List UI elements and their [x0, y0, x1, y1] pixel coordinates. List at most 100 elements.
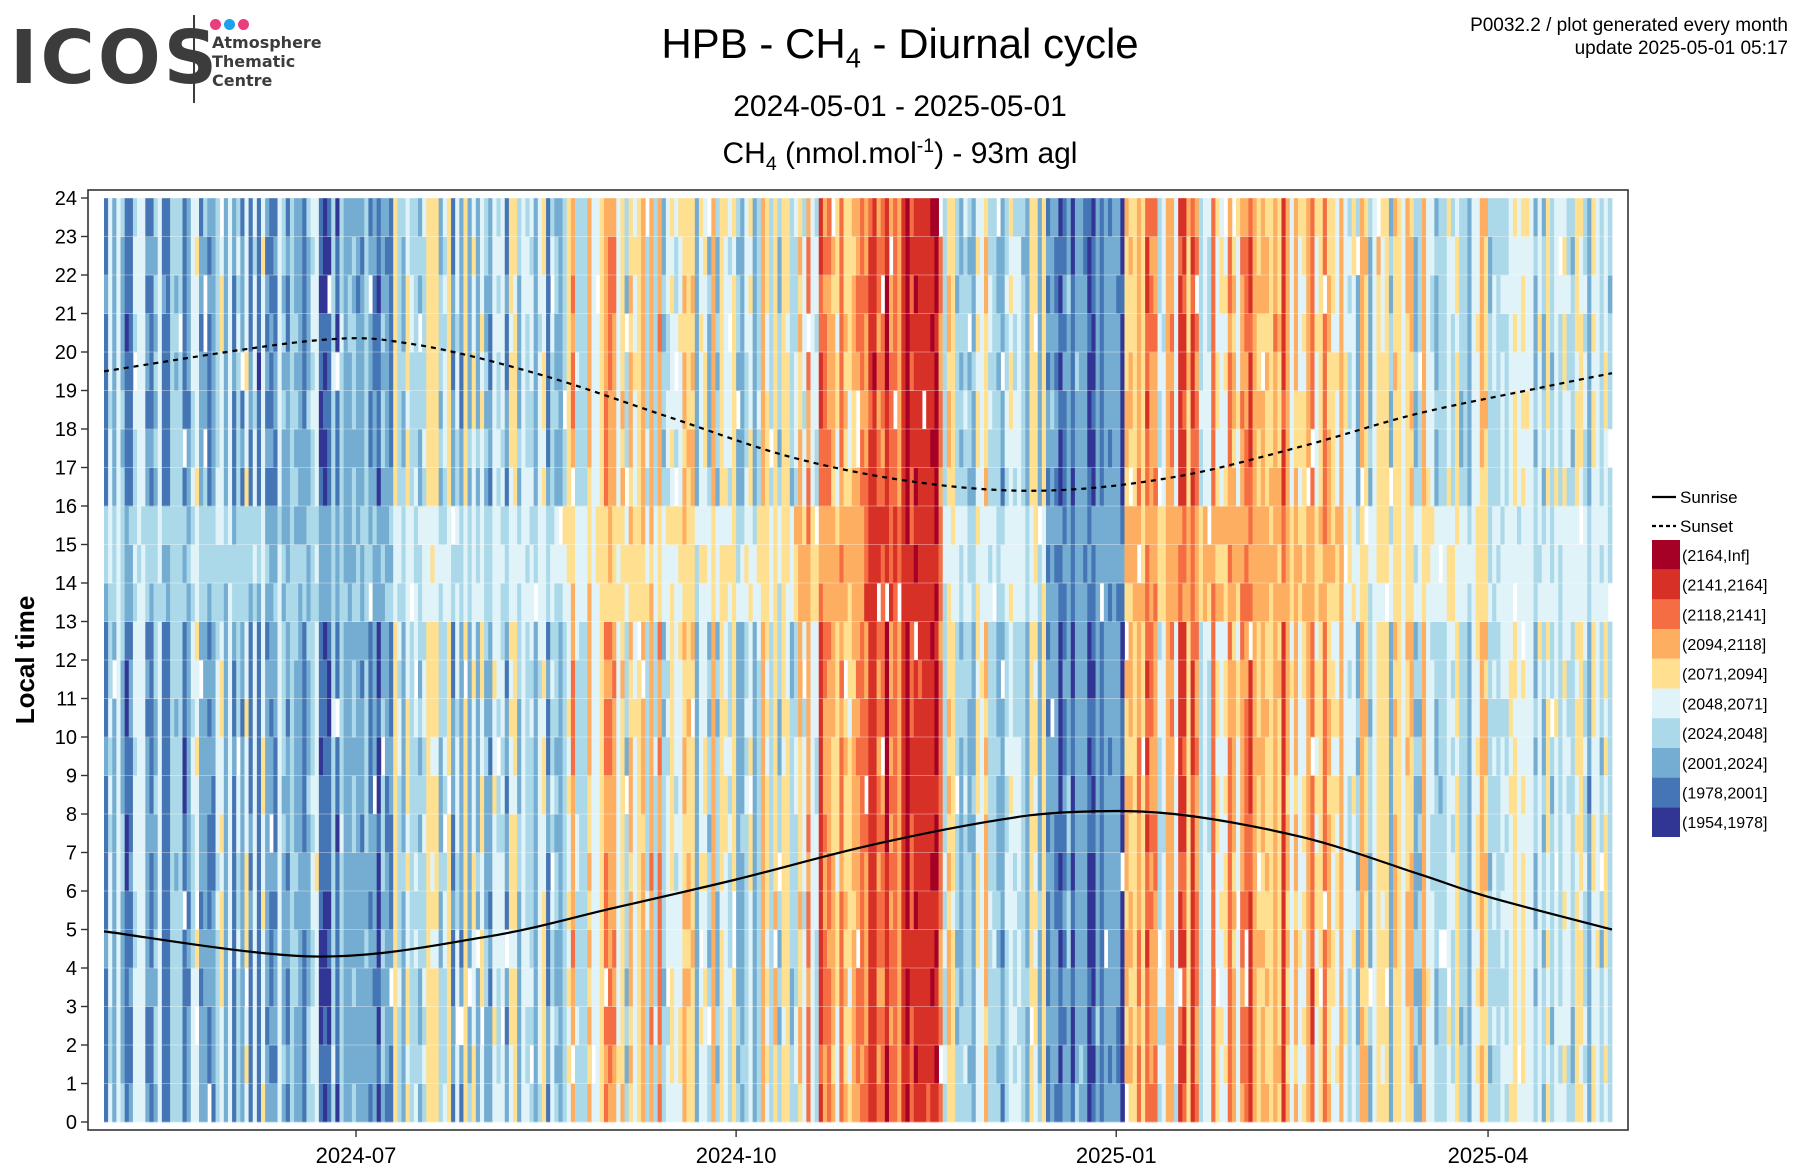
heatmap-cell: [835, 429, 840, 468]
heatmap-cell: [765, 313, 770, 353]
heatmap-cell: [682, 775, 687, 815]
heatmap-cell: [649, 467, 654, 507]
heatmap-cell: [211, 621, 216, 661]
heatmap-cell: [537, 352, 543, 391]
heatmap-cell: [112, 698, 117, 738]
heatmap-cell: [455, 660, 460, 699]
heatmap-cell: [504, 1006, 510, 1046]
heatmap-cell: [285, 775, 291, 815]
heatmap-cell: [244, 1045, 249, 1084]
heatmap-cell: [938, 775, 944, 815]
heatmap-cell: [744, 852, 749, 892]
heatmap-cell: [806, 929, 811, 969]
heatmap-cell: [781, 275, 787, 314]
heatmap-cell: [298, 313, 303, 353]
heatmap-cell: [612, 775, 617, 815]
heatmap-cell: [682, 929, 687, 969]
heatmap-cell: [922, 1083, 927, 1123]
heatmap-cell: [967, 429, 973, 468]
heatmap-cell: [161, 198, 167, 237]
heatmap-cell: [517, 583, 522, 622]
heatmap-cell: [223, 275, 229, 314]
heatmap-cell: [798, 852, 803, 892]
heatmap-cell: [765, 236, 770, 276]
heatmap-cell: [748, 852, 754, 892]
heatmap-cell: [471, 544, 477, 584]
heatmap-cell: [649, 544, 654, 584]
heatmap-cell: [657, 583, 663, 622]
heatmap-cell: [161, 621, 167, 661]
heatmap-cell: [331, 852, 336, 892]
heatmap-cell: [236, 814, 241, 853]
heatmap-cell: [335, 814, 340, 853]
heatmap-cell: [562, 1083, 568, 1123]
heatmap-cell: [190, 737, 196, 776]
heatmap-cell: [839, 621, 844, 661]
heatmap-cell: [905, 1083, 911, 1123]
heatmap-cell: [661, 660, 667, 699]
heatmap-cell: [818, 968, 824, 1007]
heatmap-cell: [513, 544, 518, 584]
heatmap-cell: [508, 506, 514, 545]
heatmap-cell: [822, 236, 828, 276]
heatmap-cell: [930, 660, 935, 699]
heatmap-cell: [950, 390, 956, 430]
heatmap-cell: [463, 352, 468, 391]
heatmap-cell: [740, 506, 745, 545]
heatmap-cell: [471, 1006, 477, 1046]
heatmap-cell: [132, 236, 138, 276]
heatmap-cell: [446, 968, 452, 1007]
heatmap-cell: [765, 775, 770, 815]
heatmap-cell: [851, 968, 857, 1007]
logo-text: Atmosphere Thematic Centre: [212, 33, 322, 90]
title-suffix: - Diurnal cycle: [860, 20, 1139, 67]
heatmap-cell: [657, 275, 663, 314]
heatmap-cell: [884, 814, 890, 853]
heatmap-cell: [769, 891, 774, 930]
heatmap-cell: [504, 236, 510, 276]
heatmap-cell: [232, 737, 237, 776]
heatmap-cell: [541, 929, 547, 969]
heatmap-cell: [104, 467, 109, 507]
heatmap-cell: [104, 929, 109, 969]
heatmap-cell: [620, 1045, 625, 1084]
heatmap-cell: [843, 313, 849, 353]
heatmap-cell: [178, 544, 183, 584]
heatmap-cell: [339, 698, 345, 738]
heatmap-cell: [248, 1006, 254, 1046]
heatmap-cell: [884, 891, 890, 930]
heatmap-cell: [203, 198, 208, 237]
heatmap-cell: [364, 698, 369, 738]
heatmap-cell: [128, 737, 134, 776]
heatmap-cell: [372, 621, 378, 661]
heatmap-cell: [306, 737, 311, 776]
heatmap-cell: [322, 544, 328, 584]
heatmap-cell: [484, 968, 489, 1007]
heatmap-cell: [942, 1045, 948, 1084]
heatmap-cell: [446, 390, 452, 430]
heatmap-cell: [364, 1083, 369, 1123]
heatmap-cell: [256, 583, 262, 622]
heatmap-cell: [186, 275, 192, 314]
heatmap-cell: [756, 852, 762, 892]
heatmap-cell: [645, 352, 650, 391]
heatmap-cell: [244, 467, 249, 507]
heatmap-cell: [215, 275, 221, 314]
heatmap-cell: [657, 1045, 663, 1084]
heatmap-cell: [905, 352, 911, 391]
heatmap-cell: [269, 544, 274, 584]
heatmap-cell: [583, 775, 588, 815]
heatmap-cell: [698, 968, 704, 1007]
heatmap-cell: [541, 583, 547, 622]
heatmap-cell: [232, 506, 237, 545]
heatmap-cell: [112, 1006, 117, 1046]
heatmap-cell: [393, 1045, 398, 1084]
heatmap-cell: [905, 929, 911, 969]
heatmap-cell: [781, 467, 787, 507]
heatmap-cell: [430, 544, 435, 584]
heatmap-cell: [831, 544, 836, 584]
heatmap-cell: [517, 506, 522, 545]
heatmap-cell: [484, 891, 489, 930]
heatmap-cell: [628, 698, 634, 738]
heatmap-cell: [760, 660, 766, 699]
